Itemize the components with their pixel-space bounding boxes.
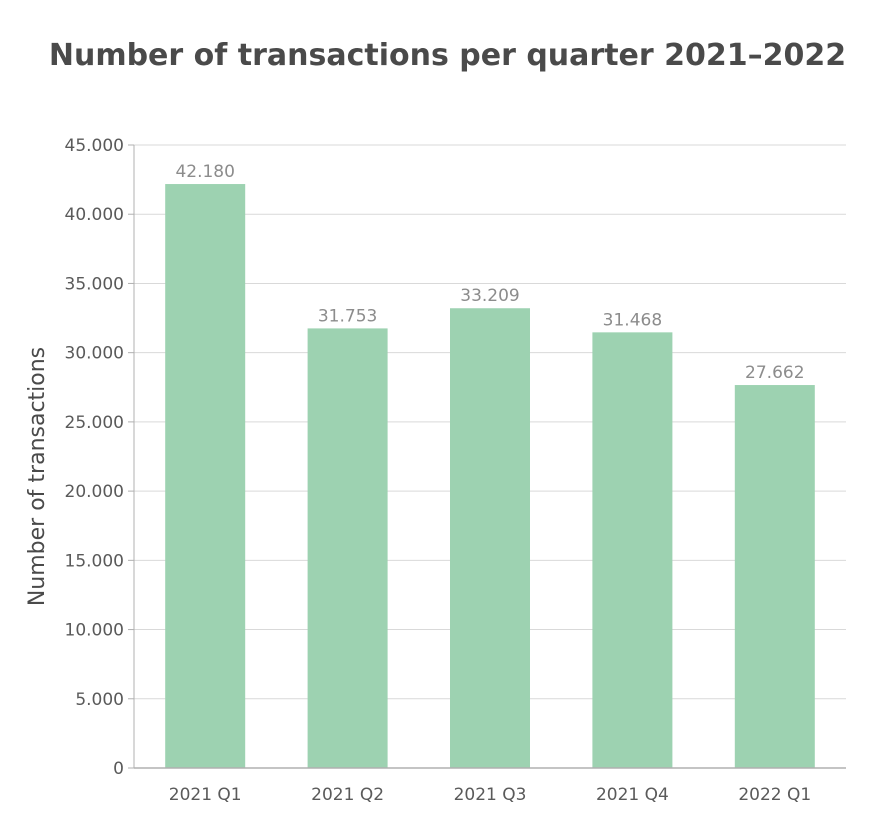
data-label: 42.180 bbox=[175, 162, 234, 182]
y-tick-label: 45.000 bbox=[65, 136, 124, 156]
data-label: 27.662 bbox=[745, 363, 804, 383]
bar bbox=[592, 332, 673, 768]
y-tick-label: 15.000 bbox=[65, 551, 124, 571]
x-tick-label: 2021 Q1 bbox=[169, 785, 242, 805]
bar bbox=[307, 328, 388, 768]
data-labels: 42.180 31.753 33.209 31.468 27.662 bbox=[175, 162, 804, 383]
y-tick-label: 40.000 bbox=[65, 205, 124, 225]
bar bbox=[450, 308, 530, 768]
x-tick-label: 2021 Q4 bbox=[596, 785, 669, 805]
y-tick-label: 25.000 bbox=[65, 413, 124, 433]
bar bbox=[734, 385, 815, 768]
x-axis-ticks: 2021 Q1 2021 Q2 2021 Q3 2021 Q4 2022 Q1 bbox=[169, 785, 811, 805]
y-tick-label: 20.000 bbox=[65, 482, 124, 502]
y-tick-label: 30.000 bbox=[65, 344, 124, 364]
y-tick-label: 35.000 bbox=[65, 274, 124, 294]
chart-title: Number of transactions per quarter 2021–… bbox=[48, 38, 847, 73]
data-label: 33.209 bbox=[460, 286, 519, 306]
bar bbox=[165, 184, 246, 769]
y-tick-label: 10.000 bbox=[65, 621, 124, 641]
x-tick-label: 2021 Q2 bbox=[311, 785, 384, 805]
bars bbox=[165, 184, 815, 769]
data-label: 31.753 bbox=[318, 306, 377, 326]
y-tick-label: 5.000 bbox=[75, 690, 124, 710]
y-axis-title: Number of transactions bbox=[25, 347, 50, 606]
data-label: 31.468 bbox=[603, 310, 662, 330]
y-tick-label: 0 bbox=[113, 759, 124, 779]
x-tick-label: 2022 Q1 bbox=[738, 785, 811, 805]
x-tick-label: 2021 Q3 bbox=[454, 785, 527, 805]
y-axis-ticks: 0 5.000 10.000 15.000 20.000 25.000 30.000 35.0… bbox=[65, 136, 134, 779]
